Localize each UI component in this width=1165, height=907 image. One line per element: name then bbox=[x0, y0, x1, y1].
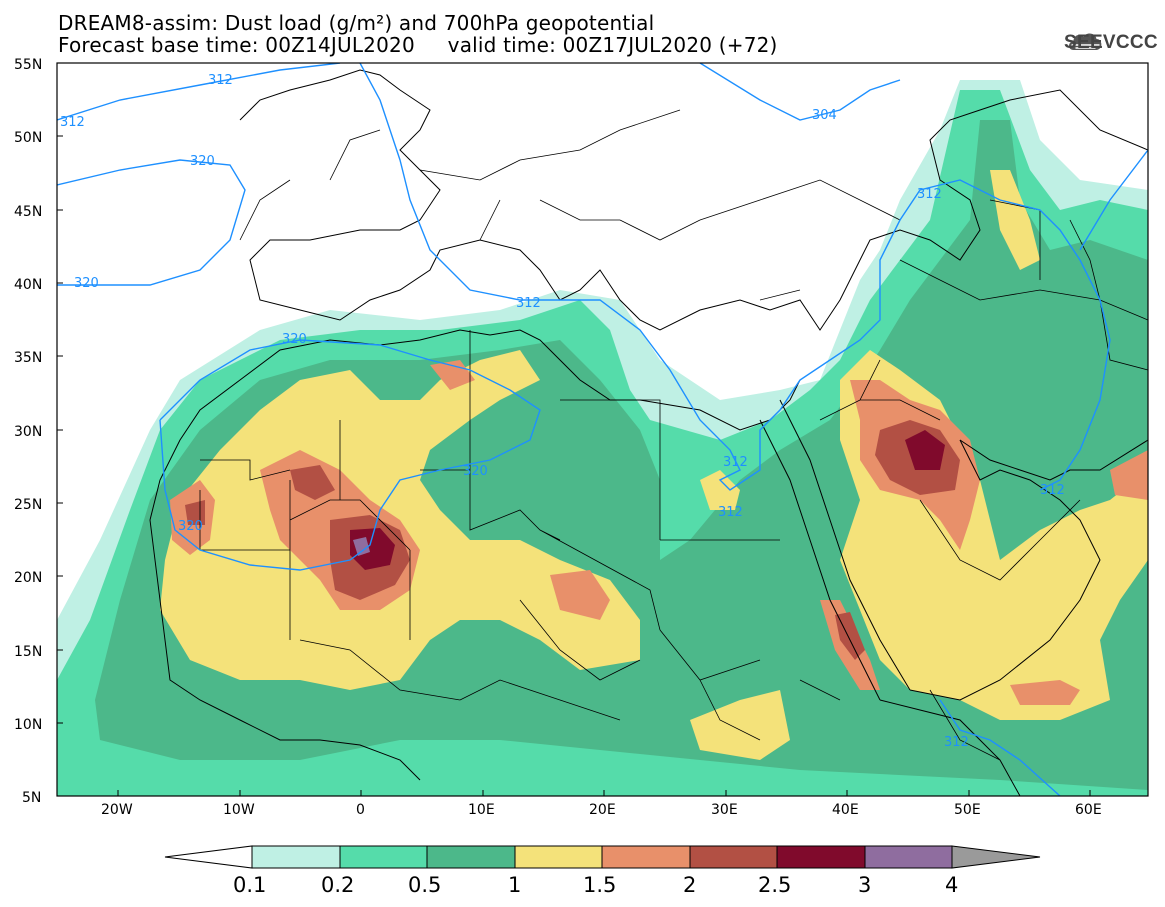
lat-label-10n: 10N bbox=[14, 717, 42, 733]
contour-label: 320 bbox=[178, 519, 203, 534]
persian-gulf-coast bbox=[959, 439, 1148, 481]
colorbar-swatch bbox=[339, 845, 428, 869]
latitude-labels: 55N 50N 45N 40N 35N 30N 25N 20N 15N 10N … bbox=[14, 57, 42, 806]
dust-band-3 bbox=[353, 537, 370, 556]
colorbar-label: 1 bbox=[508, 873, 521, 897]
lat-label-50n: 50N bbox=[14, 130, 42, 146]
lat-label-35n: 35N bbox=[14, 350, 42, 366]
lat-ticks bbox=[57, 62, 1091, 797]
colorbar-label: 0.5 bbox=[408, 873, 441, 897]
coastlines-and-borders bbox=[149, 69, 1148, 796]
dust-band-2.5-iraq bbox=[905, 430, 945, 470]
contour-label: 320 bbox=[463, 464, 488, 479]
contour-312-east bbox=[1079, 149, 1148, 251]
arabia-coast bbox=[909, 439, 1101, 701]
colorbar-label: 1.5 bbox=[583, 873, 616, 897]
contour-320-north bbox=[57, 159, 246, 286]
dust-band-1.5-somalia bbox=[1010, 680, 1080, 705]
red-sea-coast-east bbox=[779, 399, 911, 691]
west-africa-coast bbox=[149, 519, 421, 781]
contour-label: 320 bbox=[190, 154, 215, 169]
contour-label: 312 bbox=[60, 115, 85, 130]
lat-label-5n: 5N bbox=[22, 790, 41, 806]
contour-label: 312 bbox=[944, 735, 969, 750]
geopotential-contours bbox=[57, 63, 1148, 796]
lon-label-20w: 20W bbox=[101, 802, 133, 818]
colorbar-swatch bbox=[689, 845, 778, 869]
colorbar-label: 0.2 bbox=[321, 873, 354, 897]
colorbar-label: 4 bbox=[945, 873, 958, 897]
lon-label-30e: 30E bbox=[711, 802, 738, 818]
north-africa-coast bbox=[149, 329, 801, 521]
contour-label: 312 bbox=[723, 455, 748, 470]
lat-label-20n: 20N bbox=[14, 570, 42, 586]
contour-labels: 312 312 320 320 320 312 320 312 312 312 … bbox=[60, 73, 1065, 750]
contour-312-south bbox=[939, 699, 1061, 796]
dust-band-1-egypt bbox=[700, 470, 740, 510]
lon-label-10w: 10W bbox=[223, 802, 255, 818]
map-title: DREAM8-assim: Dust load (g/m²) and 700hP… bbox=[58, 11, 655, 35]
contour-label: 320 bbox=[282, 332, 307, 347]
europe-coastline bbox=[239, 69, 1148, 331]
contour-label: 304 bbox=[812, 108, 837, 123]
colorbar-swatch bbox=[251, 845, 341, 869]
lon-label-10e: 10E bbox=[468, 802, 495, 818]
contour-304 bbox=[699, 63, 901, 121]
lon-label-60e: 60E bbox=[1075, 802, 1102, 818]
dust-band-1-caspian bbox=[990, 170, 1040, 270]
country-borders bbox=[199, 109, 1148, 761]
lon-label-40e: 40E bbox=[832, 802, 859, 818]
lat-label-25n: 25N bbox=[14, 497, 42, 513]
lon-label-0: 0 bbox=[356, 802, 365, 818]
colorbar-low-arrow bbox=[164, 845, 253, 869]
cloud-icon bbox=[1069, 33, 1102, 50]
colorbar-label: 0.1 bbox=[233, 873, 266, 897]
lon-label-50e: 50E bbox=[954, 802, 981, 818]
longitude-labels: 20W 10W 0 10E 20E 30E 40E 50E 60E bbox=[101, 802, 1102, 818]
colorbar-label: 2 bbox=[683, 873, 696, 897]
colorbar-high-arrow bbox=[951, 845, 1041, 869]
dust-band-1.5-sudan bbox=[550, 570, 610, 620]
dust-band-2 bbox=[290, 465, 335, 500]
lat-label-30n: 30N bbox=[14, 424, 42, 440]
dust-band-1-east-small bbox=[690, 690, 790, 760]
dust-band-1.5-gulf bbox=[1110, 450, 1148, 500]
colorbar-swatch bbox=[426, 845, 516, 869]
contour-312-north bbox=[57, 63, 341, 121]
contour-312-mid bbox=[359, 63, 1111, 491]
contour-label: 312 bbox=[208, 73, 233, 88]
colorbar-swatch bbox=[776, 845, 866, 869]
colorbar-label: 2.5 bbox=[758, 873, 791, 897]
red-sea-coast-west bbox=[759, 419, 881, 701]
colorbar: 0.1 0.2 0.5 1 1.5 2 2.5 3 4 bbox=[164, 845, 1041, 897]
contour-320-mid bbox=[159, 339, 541, 571]
contour-label: 312 bbox=[1040, 483, 1065, 498]
contour-label: 312 bbox=[516, 296, 541, 311]
horn-of-africa-coast bbox=[879, 699, 1021, 796]
colorbar-swatch bbox=[601, 845, 691, 869]
lat-label-40n: 40N bbox=[14, 277, 42, 293]
lat-label-55n: 55N bbox=[14, 57, 42, 73]
contour-label: 312 bbox=[917, 187, 942, 202]
lat-label-45n: 45N bbox=[14, 204, 42, 220]
colorbar-swatch bbox=[514, 845, 603, 869]
contour-label: 320 bbox=[74, 276, 99, 291]
seevccc-logo-text: SEEVCCC bbox=[1064, 32, 1158, 53]
colorbar-label: 3 bbox=[858, 873, 871, 897]
colorbar-swatch bbox=[864, 845, 953, 869]
lon-label-20e: 20E bbox=[589, 802, 616, 818]
dust-fields bbox=[57, 80, 1148, 796]
contour-label: 312 bbox=[718, 505, 743, 520]
forecast-time-subtitle: Forecast base time: 00Z14JUL2020 valid t… bbox=[58, 33, 778, 57]
dust-band-1.5-north bbox=[430, 360, 475, 390]
lat-label-15n: 15N bbox=[14, 644, 42, 660]
